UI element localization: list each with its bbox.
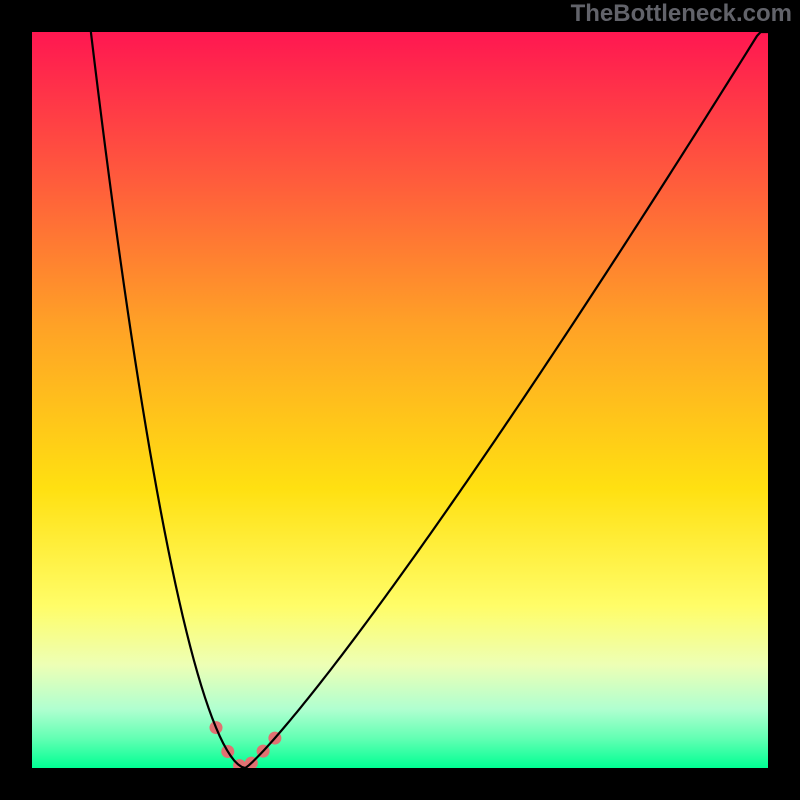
chart-container: TheBottleneck.com bbox=[0, 0, 800, 800]
chart-svg bbox=[0, 0, 800, 800]
